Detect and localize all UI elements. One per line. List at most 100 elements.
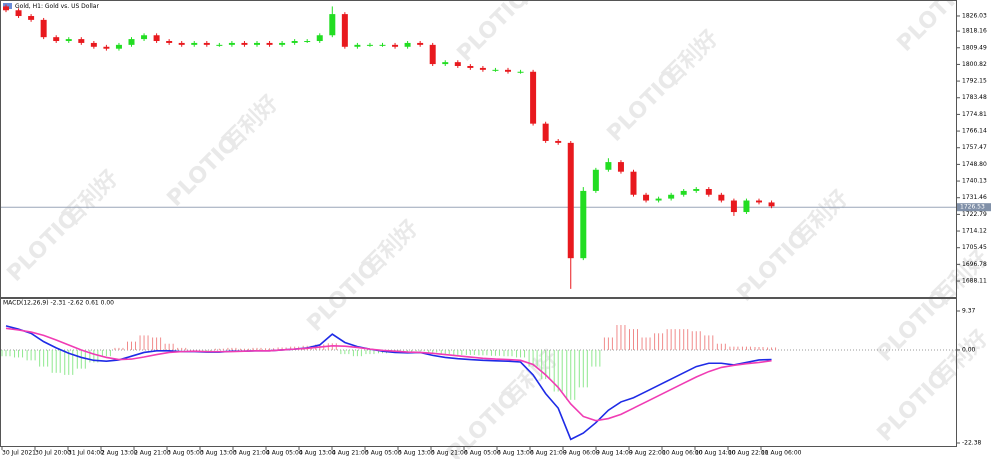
candle-body xyxy=(304,41,311,43)
candle-body xyxy=(693,188,700,191)
y-tick-label: 1748.80 xyxy=(962,161,987,168)
candle-body xyxy=(505,69,511,72)
candle-body xyxy=(366,44,373,46)
x-tick-label: 11 Aug 06:00 xyxy=(761,450,802,457)
last-price-box xyxy=(957,203,991,212)
chart-title: Gold, H1: Gold vs. US Dollar xyxy=(15,3,99,10)
x-tick-label: 9 Aug 14:00 xyxy=(596,450,633,457)
y-tick-label: 1766.14 xyxy=(962,128,987,135)
y-tick-label: 9.37 xyxy=(962,308,976,315)
x-tick-label: 6 Aug 13:00 xyxy=(497,450,534,457)
candle-body xyxy=(542,123,549,141)
candle-body xyxy=(28,16,35,20)
y-tick-label: -22.38 xyxy=(962,440,982,447)
x-tick-label: 10 Aug 22:00 xyxy=(728,450,769,457)
candle-body xyxy=(216,44,223,46)
x-tick-label: 9 Aug 22:00 xyxy=(629,450,666,457)
candle-body xyxy=(429,44,436,65)
candle-body xyxy=(454,62,461,66)
y-tick-label: 1722.79 xyxy=(962,211,987,218)
candle-body xyxy=(78,39,85,43)
candle-body xyxy=(442,62,449,65)
candle-body xyxy=(555,140,562,143)
macd-frame xyxy=(0,298,957,447)
y-tick-label: 1714.12 xyxy=(962,228,987,235)
watermark-cn: 百利好 xyxy=(58,165,123,230)
candle-body xyxy=(730,200,737,213)
candle-body xyxy=(630,171,637,195)
x-tick-label: 5 Aug 05:00 xyxy=(365,450,402,457)
candle-body xyxy=(90,42,97,47)
candle-body xyxy=(40,19,47,38)
candle-body xyxy=(592,169,599,191)
watermark-cn: 百利好 xyxy=(928,325,992,390)
watermark-cn: 百利好 xyxy=(358,215,423,280)
candle-body xyxy=(115,44,122,49)
y-tick-label: 0.00 xyxy=(962,346,976,353)
candle-body xyxy=(191,42,198,45)
x-tick-label: 3 Aug 05:00 xyxy=(167,450,204,457)
x-tick-label: 30 Jul 2021 xyxy=(2,450,36,457)
x-tick-label: 30 Jul 20:00 xyxy=(35,450,71,457)
y-tick-label: 1705.45 xyxy=(962,244,987,251)
x-tick-label: 6 Aug 05:00 xyxy=(464,450,501,457)
macd-line xyxy=(5,327,772,422)
candle-body xyxy=(756,200,762,203)
candle-body xyxy=(492,69,499,71)
candle-body xyxy=(705,188,712,195)
candle-body xyxy=(379,44,386,46)
x-tick-label: 4 Aug 13:00 xyxy=(299,450,336,457)
candle-body xyxy=(643,194,650,201)
candle-body xyxy=(580,190,587,259)
macd-title: MACD(12,26,9) -2.31 -2.62 0.61 0.00 xyxy=(3,300,114,307)
candle-body xyxy=(291,41,298,43)
last-price-label: 1726.53 xyxy=(960,204,985,211)
y-tick-label: 1774.81 xyxy=(962,111,987,118)
symbol-icon xyxy=(3,3,12,9)
x-tick-label: 2 Aug 21:00 xyxy=(134,450,171,457)
candle-body xyxy=(655,198,662,201)
x-tick-label: 4 Aug 21:00 xyxy=(332,450,369,457)
candle-body xyxy=(517,71,524,73)
x-tick-label: 4 Aug 05:00 xyxy=(266,450,303,457)
x-tick-label: 3 Aug 21:00 xyxy=(233,450,270,457)
candle-body xyxy=(103,46,110,49)
y-tick-label: 1792.15 xyxy=(962,78,987,85)
candle-body xyxy=(567,142,574,259)
watermark-brand: PLOTIO xyxy=(453,0,534,67)
y-tick-label: 1783.48 xyxy=(962,94,987,101)
macd-line xyxy=(5,325,772,441)
y-tick-label: 1826.03 xyxy=(962,12,987,19)
candle-body xyxy=(279,42,286,45)
candle-body xyxy=(341,14,348,47)
candle-body xyxy=(417,42,424,45)
candle-body xyxy=(530,71,537,124)
watermark-cn: 百利好 xyxy=(218,90,283,155)
y-tick-label: 1800.82 xyxy=(962,61,987,68)
candle-body xyxy=(329,14,336,36)
candle-body xyxy=(141,35,148,40)
x-tick-label: 10 Aug 06:00 xyxy=(662,450,703,457)
x-tick-label: 6 Aug 21:00 xyxy=(530,450,567,457)
candle-body xyxy=(743,200,750,213)
candle-body xyxy=(65,39,72,42)
candle-body xyxy=(617,162,624,172)
candle-body xyxy=(3,6,9,11)
candle-body xyxy=(680,190,687,195)
y-tick-label: 1696.78 xyxy=(962,261,987,268)
candle-body xyxy=(404,42,411,47)
y-tick-label: 1809.49 xyxy=(962,44,987,51)
candle-body xyxy=(316,35,323,42)
y-tick-label: 1740.13 xyxy=(962,178,987,185)
candle-body xyxy=(254,42,260,45)
candle-body xyxy=(718,194,725,201)
x-tick-label: 10 Aug 14:00 xyxy=(695,450,736,457)
watermark-cn: 百利好 xyxy=(658,25,723,90)
candle-body xyxy=(266,42,273,45)
candle-body xyxy=(354,44,361,47)
x-tick-label: 5 Aug 13:00 xyxy=(398,450,435,457)
